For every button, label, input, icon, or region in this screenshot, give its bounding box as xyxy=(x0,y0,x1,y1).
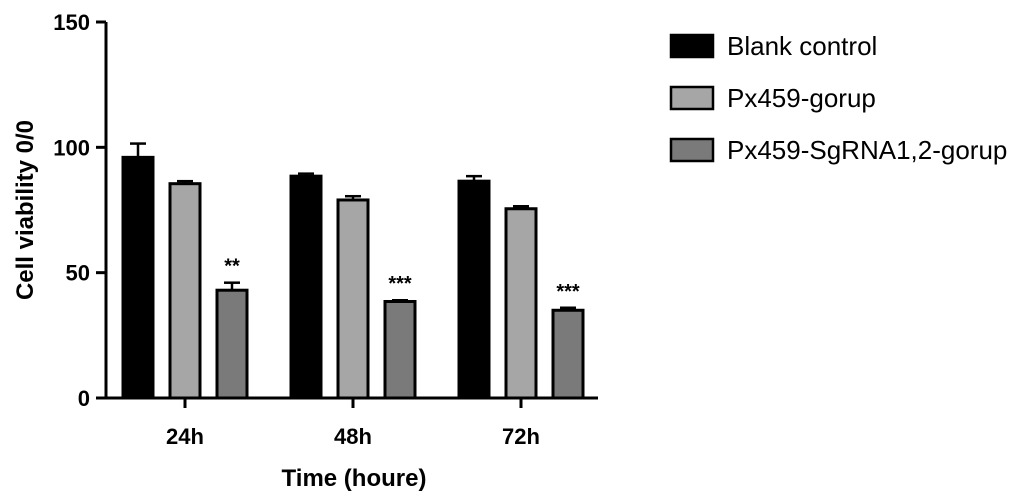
x-tick-label-72h: 72h xyxy=(502,424,540,449)
bar-px459-sgrna1-2-gorup-24h xyxy=(215,288,249,400)
y-axis-title: Cell viability 0/0 xyxy=(12,120,39,300)
legend-label-blank-control: Blank control xyxy=(727,31,877,61)
bar-blank-control-48h xyxy=(289,174,323,400)
significance-label-48h: *** xyxy=(388,273,412,295)
significance-label-24h: ** xyxy=(224,256,240,278)
bar-px459-sgrna1-2-gorup-72h xyxy=(551,308,585,400)
bar-blank-control-24h xyxy=(121,155,155,400)
y-tick-label-100: 100 xyxy=(53,135,90,160)
x-ticks: 24h 48h 72h xyxy=(166,398,540,449)
y-ticks: 0 50 100 150 xyxy=(53,10,106,411)
significance-label-72h: *** xyxy=(556,281,580,303)
bar-blank-control-72h xyxy=(457,179,491,400)
bar-px459-gorup-72h xyxy=(504,207,538,400)
x-tick-label-24h: 24h xyxy=(166,424,204,449)
legend-label-px459-sgrna1-2-gorup: Px459-SgRNA1,2-gorup xyxy=(727,135,1007,165)
x-axis-title: Time (houre) xyxy=(282,465,427,492)
significance-annotations: ***** *** xyxy=(224,256,580,303)
legend-swatch-px459-gorup xyxy=(669,85,715,111)
bars xyxy=(121,142,585,400)
y-tick-label-50: 50 xyxy=(66,261,90,286)
legend: Blank control Px459-gorup Px459-SgRNA1,2-g… xyxy=(669,31,1007,165)
legend-swatch-blank-control xyxy=(669,33,715,59)
x-tick-label-48h: 48h xyxy=(334,424,372,449)
legend-swatch-px459-sgrna1-2-gorup xyxy=(669,137,715,163)
bar-px459-gorup-48h xyxy=(336,198,370,400)
bar-px459-gorup-24h xyxy=(168,182,202,400)
y-tick-label-150: 150 xyxy=(53,10,90,35)
bar-px459-sgrna1-2-gorup-48h xyxy=(383,299,417,400)
y-tick-label-0: 0 xyxy=(78,386,90,411)
legend-label-px459-gorup: Px459-gorup xyxy=(727,83,876,113)
